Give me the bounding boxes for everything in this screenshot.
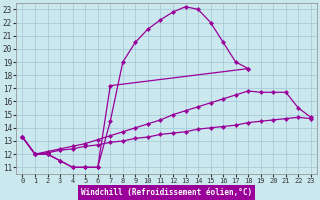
X-axis label: Windchill (Refroidissement éolien,°C): Windchill (Refroidissement éolien,°C)	[81, 188, 252, 197]
